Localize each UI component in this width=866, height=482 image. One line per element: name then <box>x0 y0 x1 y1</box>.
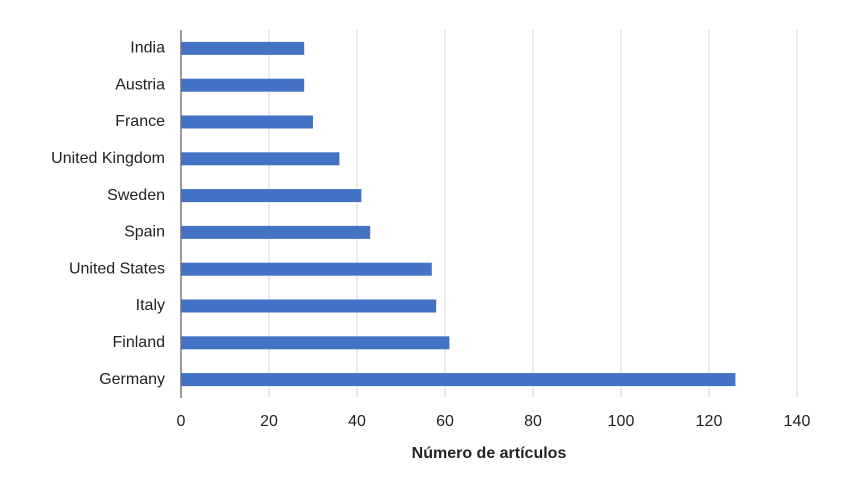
x-tick-label: 120 <box>696 413 723 430</box>
y-tick-label: United States <box>69 260 165 277</box>
bar <box>181 373 736 387</box>
bar <box>181 262 432 276</box>
y-tick-label: Finland <box>113 334 165 351</box>
x-tick-label: 60 <box>436 413 454 430</box>
x-tick-label: 80 <box>524 413 542 430</box>
bar <box>181 115 313 129</box>
bar <box>181 336 450 350</box>
y-tick-label: Italy <box>136 297 165 314</box>
y-tick-label: United Kingdom <box>51 150 165 167</box>
bar <box>181 152 340 166</box>
bar <box>181 299 437 313</box>
y-tick-label: Sweden <box>107 187 165 204</box>
x-tick-label: 140 <box>784 413 811 430</box>
x-tick-label: 40 <box>348 413 366 430</box>
y-tick-label: India <box>130 40 165 57</box>
x-tick-label: 0 <box>177 413 186 430</box>
y-tick-label: Austria <box>115 76 165 93</box>
bar <box>181 41 305 55</box>
y-tick-label: Germany <box>99 371 165 388</box>
y-tick-label: France <box>115 113 165 130</box>
bar <box>181 78 305 92</box>
x-tick-label: 20 <box>260 413 278 430</box>
bar <box>181 189 362 203</box>
x-tick-label: 100 <box>608 413 635 430</box>
bar <box>181 225 371 239</box>
y-tick-label: Spain <box>124 224 165 241</box>
x-axis-title: Número de artículos <box>412 445 567 462</box>
